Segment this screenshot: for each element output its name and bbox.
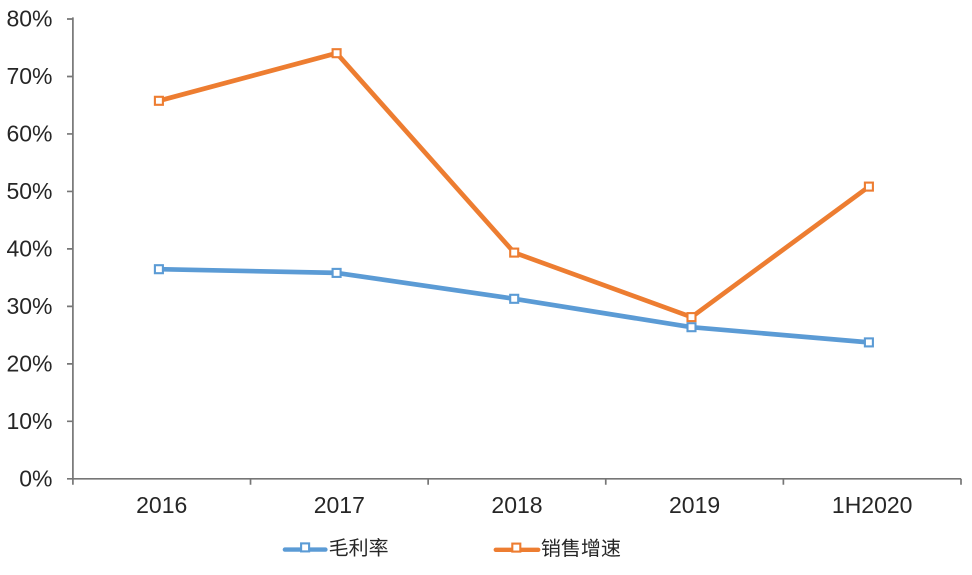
svg-text:30%: 30%	[6, 293, 52, 319]
svg-text:50%: 50%	[6, 178, 52, 204]
svg-text:60%: 60%	[6, 121, 52, 147]
svg-text:0%: 0%	[19, 466, 52, 492]
svg-text:2016: 2016	[136, 492, 187, 518]
svg-text:1H2020: 1H2020	[832, 492, 913, 518]
svg-text:20%: 20%	[6, 351, 52, 377]
svg-text:2017: 2017	[314, 492, 365, 518]
svg-text:70%: 70%	[6, 63, 52, 89]
svg-text:40%: 40%	[6, 236, 52, 262]
svg-text:10%: 10%	[6, 408, 52, 434]
svg-text:80%: 80%	[6, 6, 52, 32]
svg-text:2019: 2019	[669, 492, 720, 518]
svg-text:2018: 2018	[491, 492, 542, 518]
